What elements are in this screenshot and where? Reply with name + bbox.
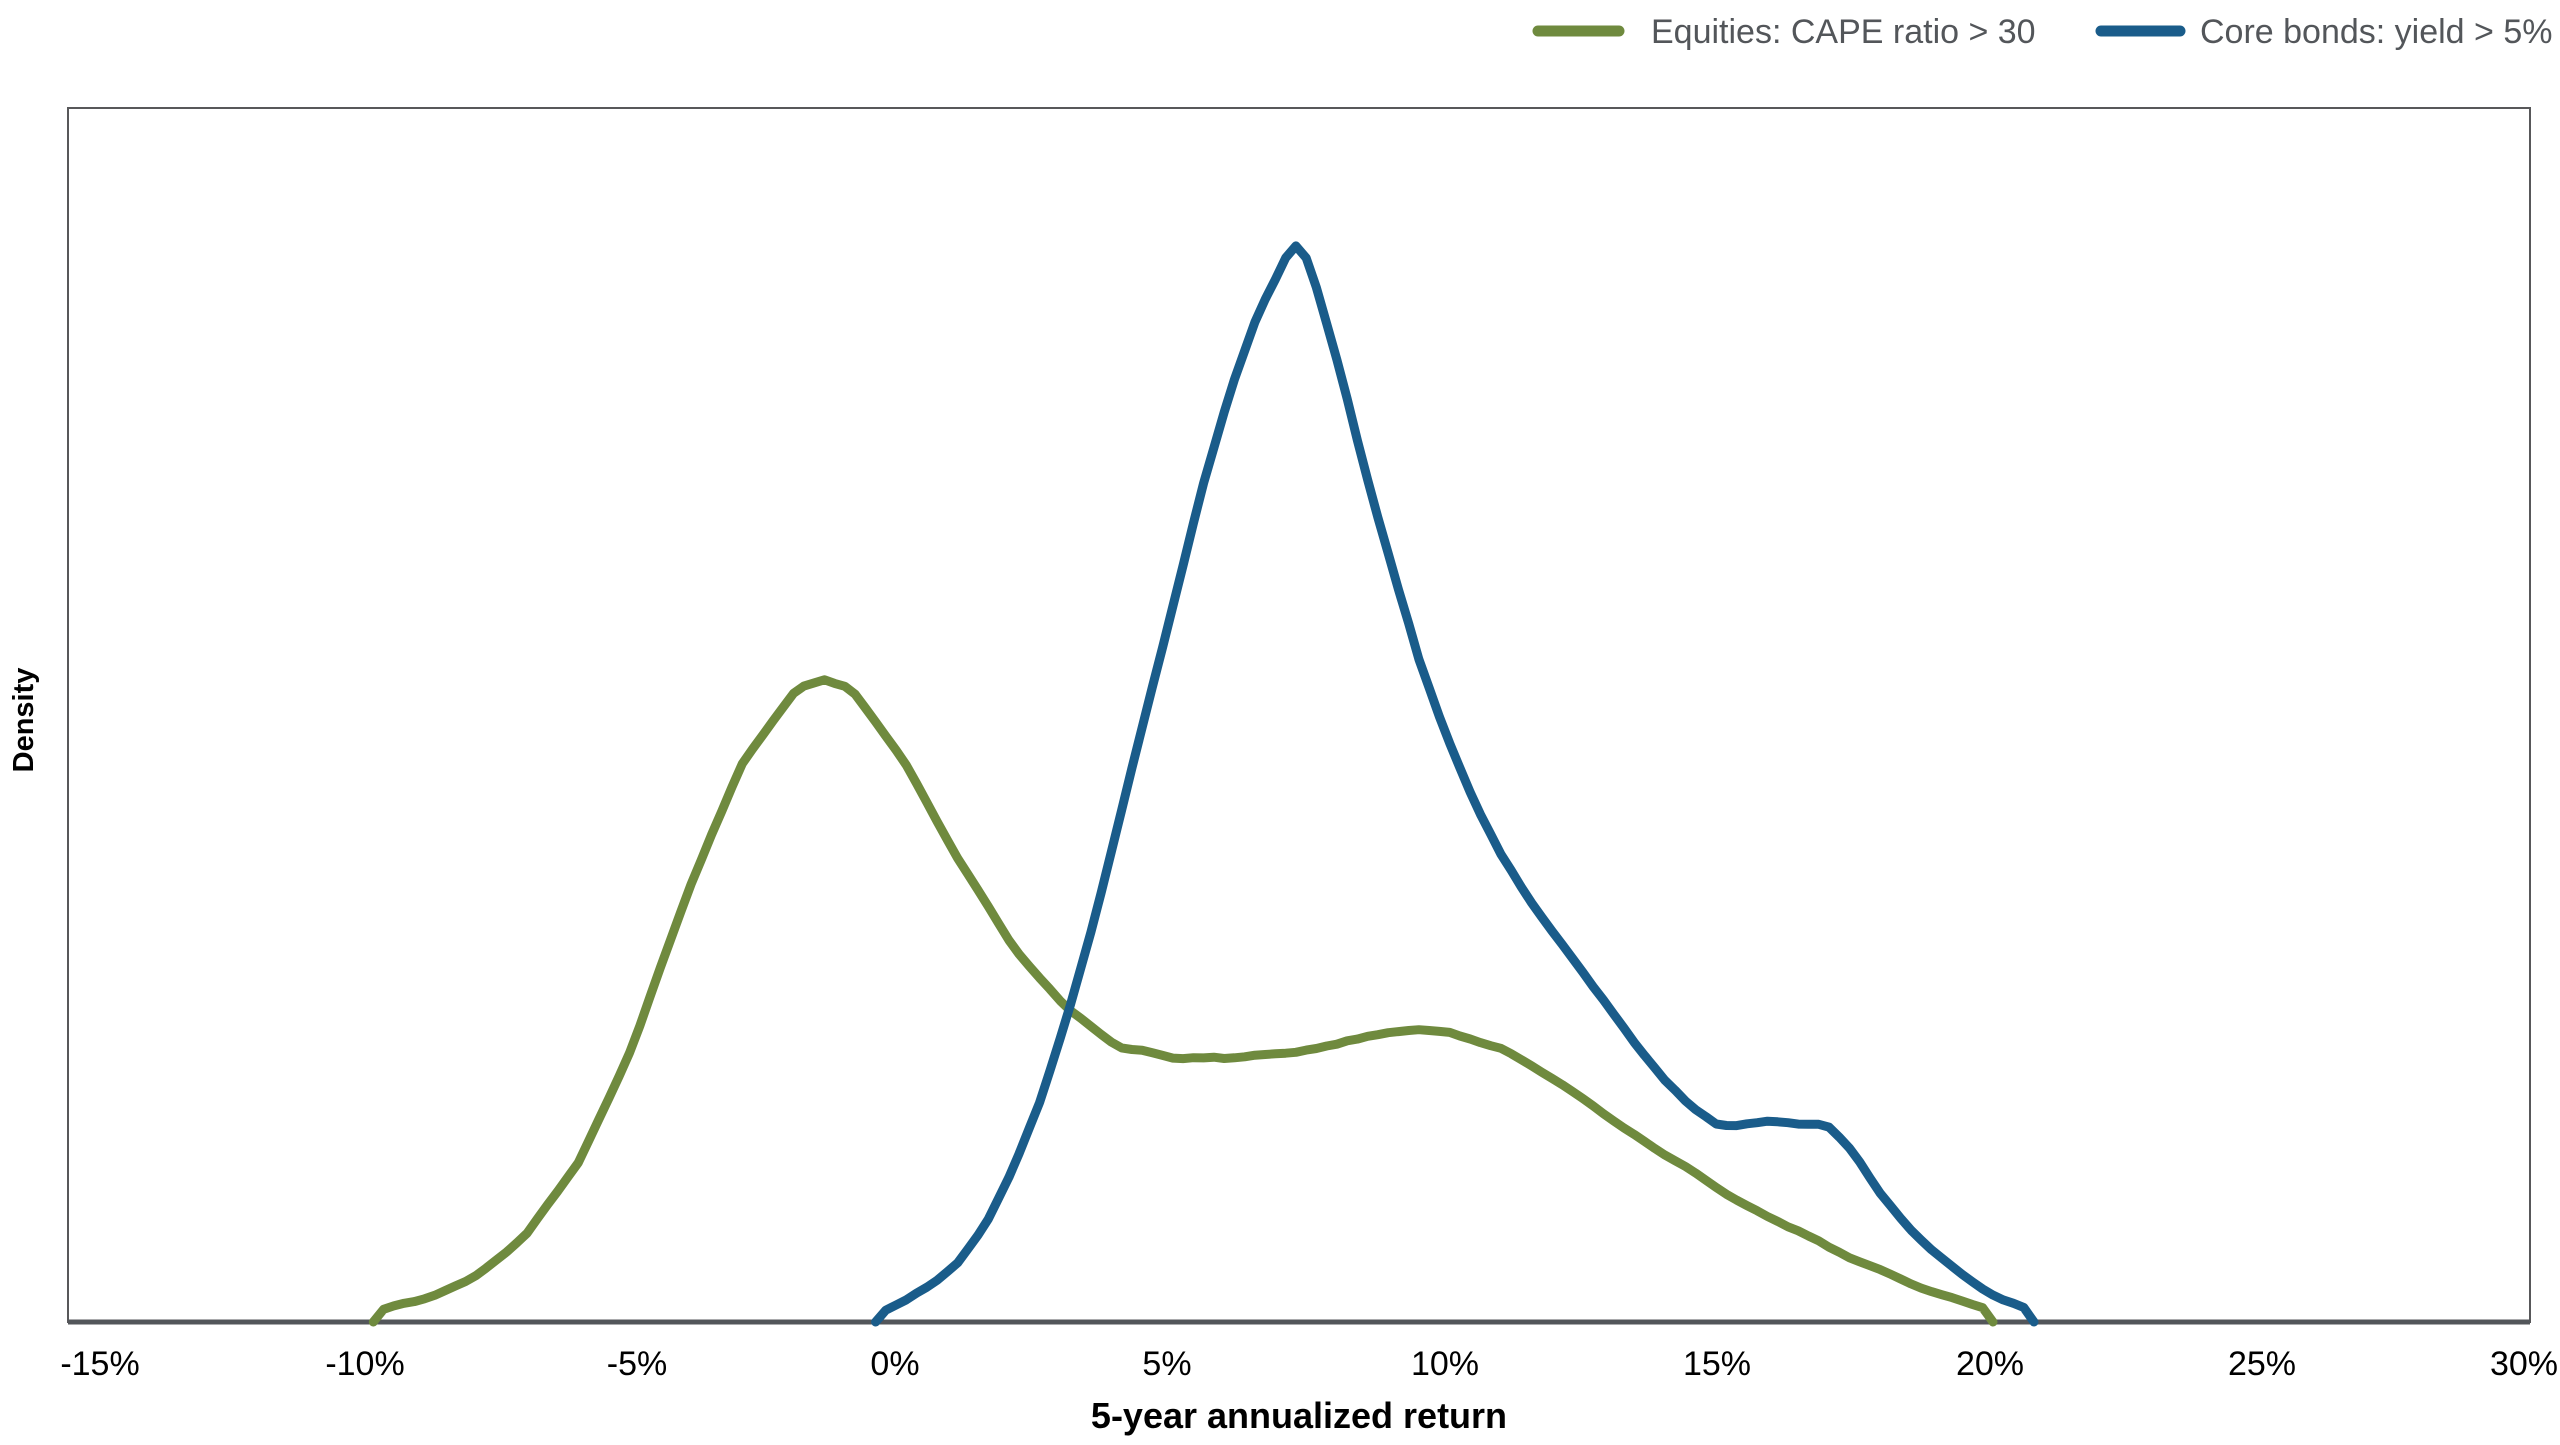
svg-text:20%: 20% bbox=[1956, 1345, 2024, 1383]
svg-text:Density: Density bbox=[8, 668, 40, 773]
svg-text:25%: 25% bbox=[2228, 1345, 2296, 1383]
svg-text:5-year annualized return: 5-year annualized return bbox=[1091, 1395, 1507, 1436]
svg-text:Core bonds: yield > 5%: Core bonds: yield > 5% bbox=[2200, 13, 2552, 51]
svg-text:0%: 0% bbox=[870, 1345, 919, 1383]
svg-text:-5%: -5% bbox=[607, 1345, 667, 1383]
svg-text:Equities: CAPE ratio > 30: Equities: CAPE ratio > 30 bbox=[1651, 13, 2036, 51]
svg-text:-15%: -15% bbox=[60, 1345, 139, 1383]
svg-text:5%: 5% bbox=[1142, 1345, 1191, 1383]
svg-text:15%: 15% bbox=[1683, 1345, 1751, 1383]
svg-text:10%: 10% bbox=[1411, 1345, 1479, 1383]
svg-text:-10%: -10% bbox=[325, 1345, 404, 1383]
svg-text:30%: 30% bbox=[2490, 1345, 2558, 1383]
